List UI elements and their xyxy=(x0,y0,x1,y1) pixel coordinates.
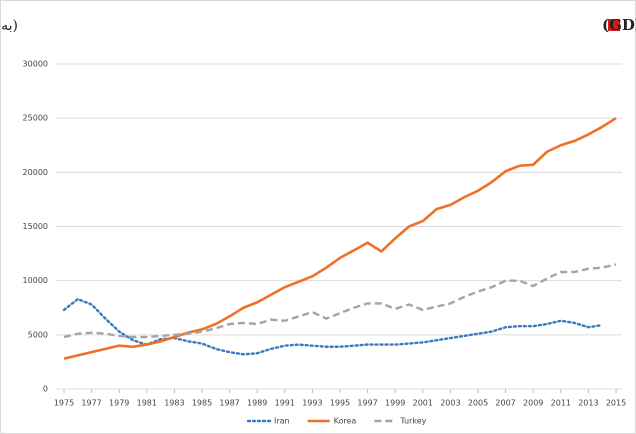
x-tick-label: 1981 xyxy=(137,399,157,408)
y-tick-label: 30000 xyxy=(23,60,48,69)
chart-subtitle: (به دلار) xyxy=(0,18,18,34)
y-tick-label: 15000 xyxy=(23,222,48,231)
title-marker xyxy=(608,19,620,31)
x-tick-label: 1985 xyxy=(192,399,212,408)
series-line xyxy=(63,117,617,360)
x-tick-label: 2011 xyxy=(551,399,571,408)
x-tick-label: 1995 xyxy=(330,399,350,408)
x-tick-label: 1983 xyxy=(164,399,184,408)
x-tick-label: 1987 xyxy=(219,399,239,408)
y-tick-label: 20000 xyxy=(23,168,48,177)
y-tick-label: 5000 xyxy=(28,330,48,339)
y-tick-label: 25000 xyxy=(23,114,48,123)
x-tick-label: 2005 xyxy=(468,399,488,408)
y-tick-label: 0 xyxy=(43,385,48,394)
x-tick-label: 2009 xyxy=(523,399,543,408)
legend-label: Korea xyxy=(334,417,357,426)
x-tick-label: 2001 xyxy=(413,399,433,408)
legend-label: Turkey xyxy=(399,417,426,426)
x-tick-label: 2003 xyxy=(440,399,460,408)
legend-label: Iran xyxy=(274,417,290,426)
x-tick-label: 2013 xyxy=(578,399,598,408)
x-tick-label: 1997 xyxy=(357,399,377,408)
chart-title: روند سرانه تولید ناخالص داخلی (GDP) xyxy=(602,16,636,34)
x-tick-label: 1993 xyxy=(302,399,322,408)
x-tick-label: 1975 xyxy=(54,399,74,408)
series-line xyxy=(63,263,617,339)
x-tick-label: 1991 xyxy=(275,399,295,408)
x-tick-label: 2015 xyxy=(606,399,626,408)
x-tick-label: 1977 xyxy=(81,399,101,408)
x-tick-label: 2007 xyxy=(495,399,515,408)
x-tick-label: 1989 xyxy=(247,399,267,408)
x-tick-label: 1979 xyxy=(109,399,129,408)
x-tick-label: 1999 xyxy=(385,399,405,408)
y-tick-label: 10000 xyxy=(23,276,48,285)
